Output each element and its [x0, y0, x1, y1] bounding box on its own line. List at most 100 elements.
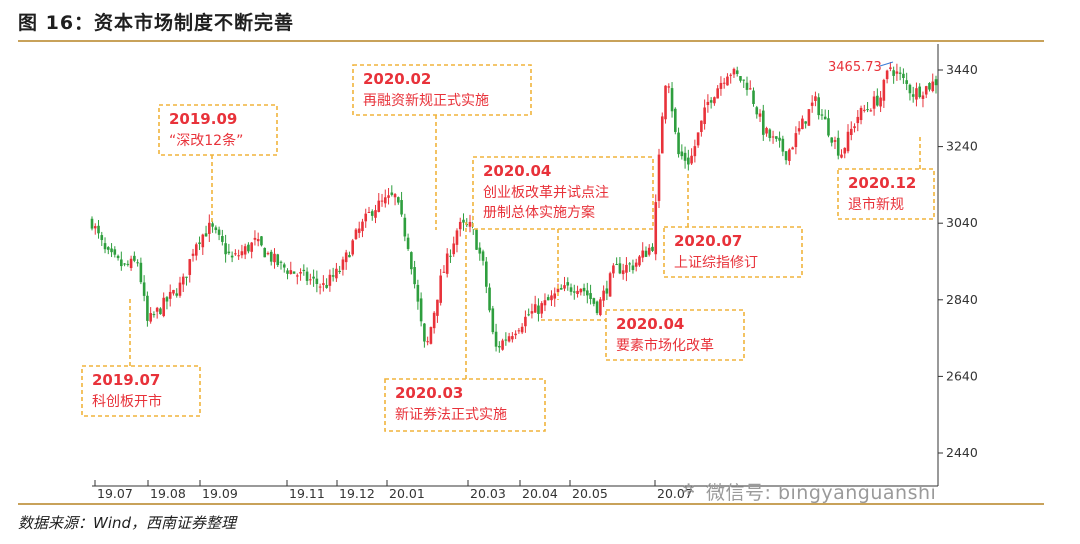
- candle-body: [146, 295, 149, 321]
- candle-body: [612, 265, 615, 274]
- candle-body: [452, 243, 456, 255]
- candle-body: [833, 140, 837, 142]
- x-tick-label: 20.05: [572, 486, 608, 501]
- candle-body: [250, 242, 253, 252]
- candle-body: [292, 271, 296, 274]
- candle-body: [224, 243, 227, 255]
- callout-text: 科创板开市: [92, 393, 162, 410]
- candle-body: [374, 210, 377, 218]
- candle-body: [498, 345, 501, 348]
- candle-body: [162, 297, 165, 317]
- candle-body: [273, 253, 276, 263]
- candle-body: [735, 70, 739, 74]
- candle-body: [748, 88, 752, 90]
- x-tick-label: 19.11: [289, 486, 325, 501]
- candle-body: [556, 288, 560, 293]
- candle-body: [579, 288, 583, 293]
- candle-body: [485, 261, 488, 287]
- candle-body: [863, 109, 866, 111]
- candle-body: [674, 108, 677, 132]
- candle-body: [680, 151, 684, 157]
- candle-body: [683, 152, 687, 161]
- top-rule: [18, 40, 1044, 42]
- candle-body: [240, 251, 244, 256]
- candle-body: [181, 276, 185, 285]
- callout-date: 2020.04: [483, 162, 551, 180]
- candle-body: [651, 246, 654, 251]
- candle-body: [915, 88, 918, 100]
- callout: 2020.12 退市新规: [837, 168, 935, 220]
- candle-body: [846, 131, 850, 152]
- peak-label: 3465.73: [828, 60, 882, 75]
- candle-body: [93, 226, 97, 229]
- candle-body: [836, 137, 840, 156]
- candle-body: [354, 229, 358, 240]
- callout-text-cont: 册制总体实施方案: [483, 204, 595, 221]
- candle-body: [566, 282, 570, 286]
- candle-body: [817, 97, 820, 116]
- candle-body: [889, 67, 892, 69]
- candle-body: [194, 244, 198, 256]
- candle-body: [488, 287, 491, 311]
- callout-text: 新证券法正式实施: [395, 407, 507, 423]
- candle-body: [647, 247, 651, 255]
- candle-body: [716, 88, 719, 99]
- candle-body: [882, 79, 886, 101]
- candle-body: [634, 262, 638, 267]
- candle-body: [905, 80, 908, 84]
- candle-body: [677, 132, 680, 155]
- candle-body: [211, 223, 214, 227]
- x-tick-label: 20.03: [470, 486, 506, 501]
- callout-date: 2020.07: [674, 232, 742, 250]
- candle-body: [859, 107, 863, 121]
- candle-body: [621, 270, 625, 275]
- candle-body: [902, 73, 905, 78]
- candle-body: [201, 234, 205, 248]
- candle-body: [439, 275, 442, 303]
- callout-leader: [538, 319, 607, 322]
- candle-body: [895, 71, 899, 74]
- callout-box: [605, 309, 745, 361]
- callout-date: 2019.07: [92, 371, 160, 389]
- candle-body: [357, 228, 361, 233]
- candle-body: [602, 290, 605, 301]
- candle-body: [113, 249, 117, 255]
- candle-body: [885, 70, 889, 80]
- callout-text: 上证综指修订: [674, 255, 758, 271]
- candle-body: [286, 270, 289, 274]
- y-axis: 2440 2640 2840 3040 3240 3440: [937, 44, 978, 486]
- candle-body: [830, 137, 834, 143]
- candle-body: [90, 218, 94, 229]
- candle-body: [921, 95, 925, 99]
- callout: 2020.02 再融资新规正式实施: [352, 64, 532, 116]
- x-axis: 19.07 19.08 19.09 19.11 19.12 20.01 20.03 20.04…: [92, 480, 938, 501]
- callout-date: 2020.03: [395, 384, 463, 402]
- y-tick-label: 3040: [946, 215, 978, 230]
- candle-body: [784, 151, 788, 161]
- candle-body: [159, 308, 162, 315]
- candle-body: [325, 284, 328, 288]
- candle-body: [745, 82, 749, 90]
- candle-body: [269, 251, 273, 262]
- candle-body: [576, 290, 579, 294]
- candle-body: [719, 82, 723, 89]
- candle-body: [693, 146, 697, 157]
- candle-body: [572, 291, 576, 293]
- candle-body: [397, 197, 400, 203]
- candle-body: [722, 82, 726, 84]
- callout-text: 创业板改革并试点注: [483, 185, 609, 201]
- callout-text: 要素市场化改革: [616, 337, 714, 354]
- candle-body: [827, 118, 830, 136]
- candle-body: [843, 147, 847, 154]
- candle-body: [537, 305, 540, 314]
- candle-body: [794, 133, 798, 148]
- candle-body: [660, 116, 664, 154]
- candle-body: [530, 311, 534, 314]
- candle-body: [191, 253, 195, 256]
- candle-body: [559, 288, 563, 290]
- candle-body: [126, 263, 130, 265]
- candle-body: [524, 316, 527, 327]
- candle-body: [234, 253, 237, 255]
- callout-box: [837, 168, 935, 220]
